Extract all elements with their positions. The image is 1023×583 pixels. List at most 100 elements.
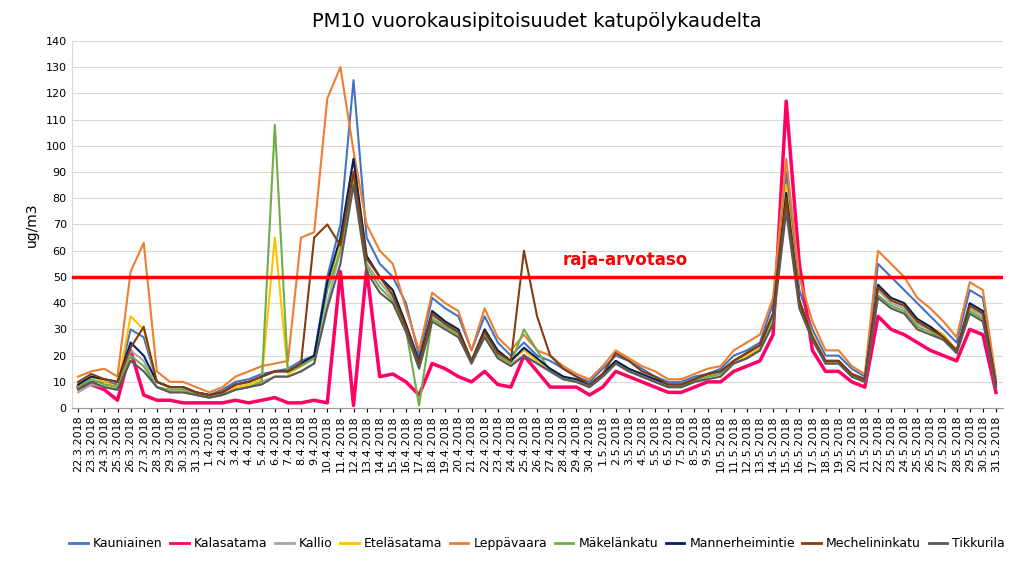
Mäkelänkatu	[544, 368, 557, 375]
Eteläsatama	[990, 381, 1003, 388]
Kallio	[925, 326, 937, 333]
Tikkurila	[216, 392, 228, 399]
Tikkurila	[72, 387, 84, 394]
Kauniainen	[72, 384, 84, 391]
Eteläsatama	[204, 392, 216, 399]
Kauniainen	[216, 387, 228, 394]
Mäkelänkatu	[98, 381, 110, 388]
Kalasatama	[964, 326, 976, 333]
Eteläsatama	[544, 365, 557, 373]
Legend: Kauniainen, Kalasatama, Kallio, Eteläsatama, Leppävaara, Mäkelänkatu, Mannerheim: Kauniainen, Kalasatama, Kallio, Eteläsat…	[64, 532, 1010, 555]
Mechelininkatu	[72, 378, 84, 385]
Kauniainen	[204, 392, 216, 399]
Mechelininkatu	[964, 302, 976, 309]
Leppävaara	[98, 365, 110, 373]
Kalasatama	[531, 368, 543, 375]
Kallio	[348, 168, 360, 175]
Mannerheimintie	[990, 381, 1003, 388]
Kauniainen	[348, 77, 360, 84]
Kalasatama	[636, 378, 649, 385]
Line: Eteläsatama: Eteläsatama	[78, 159, 996, 395]
Mechelininkatu	[544, 352, 557, 359]
Mechelininkatu	[216, 389, 228, 396]
Line: Mäkelänkatu: Mäkelänkatu	[78, 125, 996, 406]
Kauniainen	[544, 357, 557, 364]
Tikkurila	[990, 384, 1003, 391]
Mechelininkatu	[990, 381, 1003, 388]
Mäkelänkatu	[964, 308, 976, 315]
Eteläsatama	[72, 381, 84, 388]
Eteläsatama	[98, 378, 110, 385]
Kallio	[72, 389, 84, 396]
Kalasatama	[98, 387, 110, 394]
Tikkurila	[348, 182, 360, 189]
Mäkelänkatu	[72, 384, 84, 391]
Line: Mannerheimintie: Mannerheimintie	[78, 159, 996, 395]
Kallio	[964, 305, 976, 312]
Mechelininkatu	[204, 392, 216, 399]
Kallio	[649, 378, 661, 385]
Leppävaara	[649, 368, 661, 375]
Kallio	[204, 394, 216, 401]
Kalasatama	[204, 399, 216, 406]
Leppävaara	[925, 305, 937, 312]
Leppävaara	[204, 389, 216, 396]
Tikkurila	[649, 378, 661, 385]
Tikkurila	[544, 368, 557, 375]
Leppävaara	[544, 352, 557, 359]
Tikkurila	[98, 384, 110, 391]
Leppävaara	[72, 373, 84, 380]
Mechelininkatu	[348, 168, 360, 175]
Leppävaara	[990, 376, 1003, 383]
Kallio	[544, 368, 557, 375]
Leppävaara	[964, 279, 976, 286]
Mechelininkatu	[925, 326, 937, 333]
Title: PM10 vuorokausipitoisuudet katupölykaudelta: PM10 vuorokausipitoisuudet katupölykaude…	[312, 12, 762, 31]
Mäkelänkatu	[990, 384, 1003, 391]
Mechelininkatu	[98, 376, 110, 383]
Mäkelänkatu	[269, 121, 281, 128]
Line: Tikkurila: Tikkurila	[78, 185, 996, 398]
Kauniainen	[964, 287, 976, 294]
Tikkurila	[964, 310, 976, 317]
Mannerheimintie	[204, 392, 216, 399]
Kalasatama	[348, 402, 360, 409]
Mannerheimintie	[544, 365, 557, 373]
Mechelininkatu	[649, 373, 661, 380]
Mannerheimintie	[925, 324, 937, 331]
Line: Kalasatama: Kalasatama	[78, 101, 996, 406]
Line: Kauniainen: Kauniainen	[78, 80, 996, 395]
Text: raja-arvotaso: raja-arvotaso	[563, 251, 687, 269]
Kauniainen	[98, 378, 110, 385]
Mäkelänkatu	[649, 378, 661, 385]
Kalasatama	[781, 97, 793, 105]
Leppävaara	[335, 64, 347, 71]
Leppävaara	[216, 384, 228, 391]
Eteläsatama	[925, 324, 937, 331]
Line: Leppävaara: Leppävaara	[78, 67, 996, 392]
Eteläsatama	[649, 378, 661, 385]
Mannerheimintie	[964, 300, 976, 307]
Mäkelänkatu	[413, 402, 426, 409]
Mannerheimintie	[98, 376, 110, 383]
Kallio	[216, 392, 228, 399]
Mannerheimintie	[649, 376, 661, 383]
Mäkelänkatu	[204, 394, 216, 401]
Mäkelänkatu	[925, 329, 937, 336]
Kauniainen	[990, 378, 1003, 385]
Mannerheimintie	[348, 156, 360, 163]
Kalasatama	[925, 347, 937, 354]
Line: Kallio: Kallio	[78, 172, 996, 398]
Eteläsatama	[964, 302, 976, 309]
Mannerheimintie	[216, 389, 228, 396]
Eteläsatama	[216, 389, 228, 396]
Kallio	[990, 384, 1003, 391]
Mannerheimintie	[72, 381, 84, 388]
Eteläsatama	[348, 156, 360, 163]
Kauniainen	[649, 373, 661, 380]
Kalasatama	[990, 389, 1003, 396]
Line: Mechelininkatu: Mechelininkatu	[78, 172, 996, 395]
Kalasatama	[72, 384, 84, 391]
Y-axis label: ug/m3: ug/m3	[25, 202, 39, 247]
Tikkurila	[204, 394, 216, 401]
